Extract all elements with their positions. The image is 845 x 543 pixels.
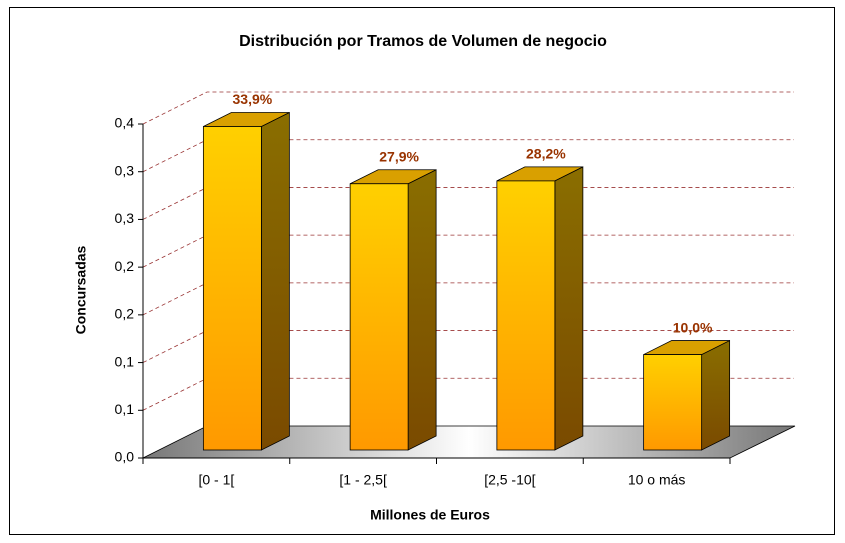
bar-side [407,169,437,451]
bar [643,354,703,451]
bar [349,183,409,451]
bar-side [554,166,584,451]
y-tick-label: 0,4 [115,115,135,131]
data-label: 10,0% [673,319,713,335]
grid-line [142,91,794,125]
chart-title: Distribución por Tramos de Volumen de ne… [239,33,607,50]
data-label: 27,9% [379,148,419,164]
x-tick-label: 10 o más [628,472,686,488]
y-tick-label: 0,3 [115,210,135,226]
bar [496,180,556,451]
y-axis-title: Concursadas [73,245,89,334]
y-tick-label: 0,3 [115,162,135,178]
x-tick-label: [1 - 2,5[ [339,472,387,488]
y-tick-label: 0,2 [115,258,135,274]
x-axis-title: Millones de Euros [370,507,490,523]
y-tick-label: 0,1 [115,401,135,417]
bar [202,126,262,451]
bar-side [701,339,731,451]
y-tick-label: 0,1 [115,353,135,369]
data-label: 28,2% [526,146,566,162]
data-label: 33,9% [233,91,273,107]
bar-side [260,111,290,451]
x-tick-label: [0 - 1[ [198,472,234,488]
x-tick-label: [2,5 -10[ [484,472,535,488]
y-tick-label: 0,0 [115,449,135,465]
y-tick-label: 0,2 [115,306,135,322]
